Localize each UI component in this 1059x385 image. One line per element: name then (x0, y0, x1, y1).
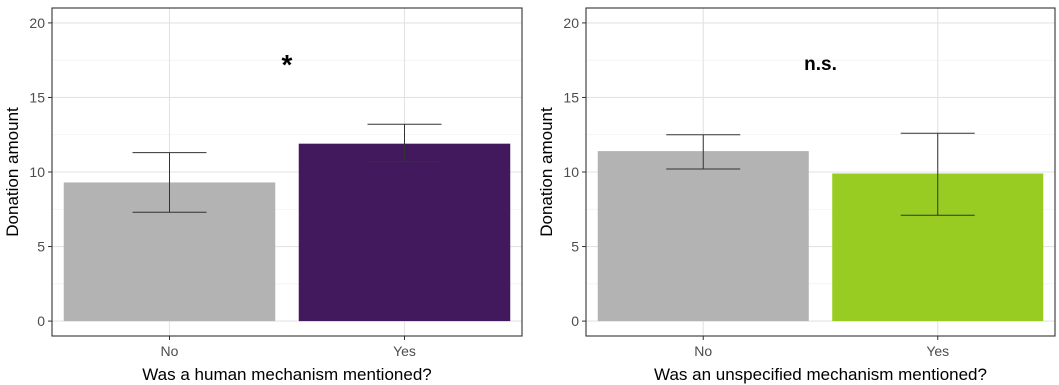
chart-panel-2: 0 5 10 15 20 No Yes Was an unspecified mechanis… (537, 7, 1056, 384)
y-axis-title: Donation amount (3, 107, 22, 237)
bar-no (597, 151, 809, 322)
y-tick-label: 5 (37, 239, 45, 255)
y-tick-label: 0 (37, 313, 45, 329)
bar-yes (298, 143, 511, 322)
x-tick-label: No (161, 343, 179, 359)
y-tick-label: 10 (29, 164, 45, 180)
error-bar-yes (367, 123, 442, 163)
y-tick-label: 15 (29, 89, 45, 105)
x-tick-label: Yes (926, 343, 949, 359)
error-bar-no (666, 134, 741, 170)
x-axis-title: Was an unspecified mechanism mentioned? (654, 365, 987, 384)
x-tick-label: No (694, 343, 712, 359)
y-tick-label: 5 (571, 239, 579, 255)
chart-panel-1: 0 5 10 15 20 No Yes Was a human mechanism menti… (3, 7, 523, 384)
significance-annotation: * (282, 49, 293, 80)
error-bar-yes (900, 132, 975, 216)
y-tick-label: 15 (563, 89, 579, 105)
y-axis-title: Donation amount (537, 107, 556, 237)
error-bar-no (132, 152, 207, 213)
y-tick-label: 0 (571, 313, 579, 329)
y-tick-label: 10 (563, 164, 579, 180)
y-tick-label: 20 (563, 15, 579, 31)
x-tick-label: Yes (393, 343, 416, 359)
x-axis-title: Was a human mechanism mentioned? (142, 365, 431, 384)
significance-annotation: n.s. (804, 54, 837, 75)
y-tick-label: 20 (29, 15, 45, 31)
